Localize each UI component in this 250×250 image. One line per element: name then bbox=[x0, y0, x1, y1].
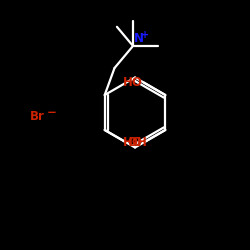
Text: +: + bbox=[141, 30, 149, 40]
Text: OH: OH bbox=[128, 136, 148, 149]
Text: HO: HO bbox=[122, 136, 142, 149]
Text: N: N bbox=[134, 32, 144, 45]
Text: Br: Br bbox=[30, 110, 45, 123]
Text: −: − bbox=[46, 106, 56, 119]
Text: HO: HO bbox=[122, 76, 142, 89]
